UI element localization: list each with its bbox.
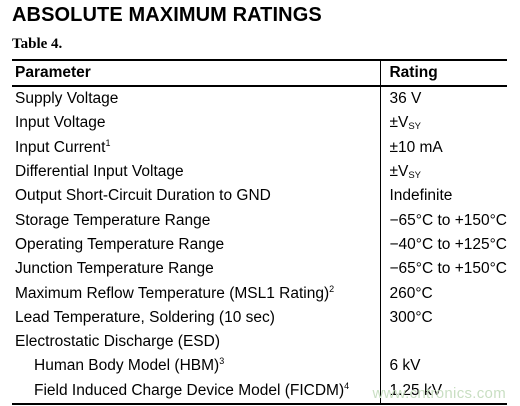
parameter-cell: Field Induced Charge Device Model (FICDM… — [12, 378, 382, 405]
rating-cell: ±VSY — [381, 160, 507, 184]
parameter-cell: Differential Input Voltage — [12, 159, 382, 185]
rating-cell: 36 V — [381, 86, 507, 111]
parameter-cell: Input Current1 — [12, 135, 382, 160]
parameter-label: Field Induced Charge Device Model (FICDM… — [34, 381, 345, 399]
rating-value: ±V — [389, 114, 409, 132]
parameter-label: Electrostatic Discharge (ESD) — [15, 333, 221, 351]
table-row: Junction Temperature Range −65°C to +150°… — [12, 257, 507, 282]
rating-cell: ±10 mA — [381, 136, 507, 160]
table-row: Human Body Model (HBM)3 6 kV — [12, 354, 507, 379]
column-header-parameter: Parameter — [12, 60, 382, 86]
rating-cell: 6 kV — [381, 354, 507, 378]
rating-cell: 300°C — [381, 306, 507, 330]
rating-value: 260°C — [389, 284, 433, 302]
rating-value: ±V — [389, 163, 409, 181]
parameter-label: Input Voltage — [15, 114, 106, 132]
table-row: Field Induced Charge Device Model (FICDM… — [12, 378, 507, 405]
rating-cell: 1.25 kV — [380, 378, 507, 405]
rating-value: −65°C to +150°C — [389, 211, 507, 229]
parameter-cell: Electrostatic Discharge (ESD) — [12, 329, 382, 355]
parameter-label: Operating Temperature Range — [15, 235, 225, 253]
column-header-rating: Rating — [389, 64, 438, 81]
parameter-cell: Human Body Model (HBM)3 — [12, 354, 382, 379]
table-row: Operating Temperature Range −40°C to +125… — [12, 232, 507, 258]
table-row: Lead Temperature, Soldering (10 sec) 300°… — [12, 305, 507, 330]
parameter-label: Lead Temperature, Soldering (10 sec) — [15, 308, 275, 326]
table-header-row: Parameter Rating — [12, 60, 507, 86]
rating-value: 1.25 kV — [389, 381, 443, 399]
parameter-label: Supply Voltage — [15, 90, 119, 108]
parameter-cell: Input Voltage — [12, 111, 382, 136]
rating-value: Indefinite — [389, 187, 453, 205]
table-row: Output Short-Circuit Duration to GND Inde… — [12, 184, 507, 209]
parameter-label: Junction Temperature Range — [15, 260, 214, 278]
parameter-label: Differential Input Voltage — [15, 163, 184, 181]
table-row: Storage Temperature Range −65°C to +150°C — [12, 208, 507, 233]
rating-value: ±10 mA — [389, 138, 443, 156]
parameter-label: Human Body Model (HBM) — [34, 357, 220, 375]
rating-subscript: SY — [408, 121, 422, 133]
parameter-label: Storage Temperature Range — [15, 211, 211, 229]
parameter-cell: Storage Temperature Range — [12, 208, 382, 233]
table-row: Input Current1 ±10 mA — [12, 135, 507, 160]
table-row: Maximum Reflow Temperature (MSL1 Rating)… — [12, 281, 507, 306]
rating-cell: −65°C to +150°C — [381, 208, 507, 232]
watermark: www.cntronics.com — [372, 385, 506, 402]
parameter-cell: Operating Temperature Range — [12, 232, 382, 258]
rating-value: 300°C — [389, 308, 433, 326]
parameter-cell: Lead Temperature, Soldering (10 sec) — [12, 305, 382, 330]
footnote-marker: 1 — [105, 137, 111, 148]
rating-subscript: SY — [408, 170, 422, 182]
rating-value: 6 kV — [389, 357, 421, 375]
table-row: Input Voltage ±VSY — [12, 111, 507, 136]
rating-value: −65°C to +150°C — [389, 260, 507, 278]
parameter-label: Output Short-Circuit Duration to GND — [15, 187, 271, 205]
parameter-cell: Junction Temperature Range — [12, 257, 382, 282]
table-row: Supply Voltage 36 V — [12, 86, 507, 112]
parameter-cell: Output Short-Circuit Duration to GND — [12, 184, 382, 209]
table-row: Electrostatic Discharge (ESD) — [12, 329, 507, 355]
table-row: Differential Input Voltage ±VSY — [12, 159, 507, 185]
table-body: Supply Voltage 36 V Input Voltage ±VSY Input… — [12, 86, 507, 405]
rating-cell: ±VSY — [381, 111, 507, 135]
rating-cell: Indefinite — [381, 184, 507, 208]
section-heading: ABSOLUTE MAXIMUM RATINGS — [12, 4, 322, 26]
parameter-cell: Maximum Reflow Temperature (MSL1 Rating)… — [12, 281, 382, 306]
table-caption: Table 4. — [12, 36, 63, 52]
rating-value: −40°C to +125°C — [389, 235, 507, 253]
footnote-marker: 3 — [219, 356, 225, 367]
footnote-marker: 2 — [329, 283, 335, 294]
footnote-marker: 4 — [344, 380, 350, 391]
parameter-label: Maximum Reflow Temperature (MSL1 Rating) — [15, 284, 330, 302]
parameter-cell: Supply Voltage — [12, 86, 382, 112]
rating-value: 36 V — [389, 90, 422, 108]
rating-cell — [381, 330, 507, 354]
rating-cell: −65°C to +150°C — [381, 257, 507, 281]
rating-cell: −40°C to +125°C — [381, 233, 507, 257]
rating-cell: 260°C — [381, 281, 507, 305]
ratings-table: Parameter Rating Supply Voltage 36 V Input… — [12, 59, 507, 405]
parameter-label: Input Current — [15, 138, 106, 156]
